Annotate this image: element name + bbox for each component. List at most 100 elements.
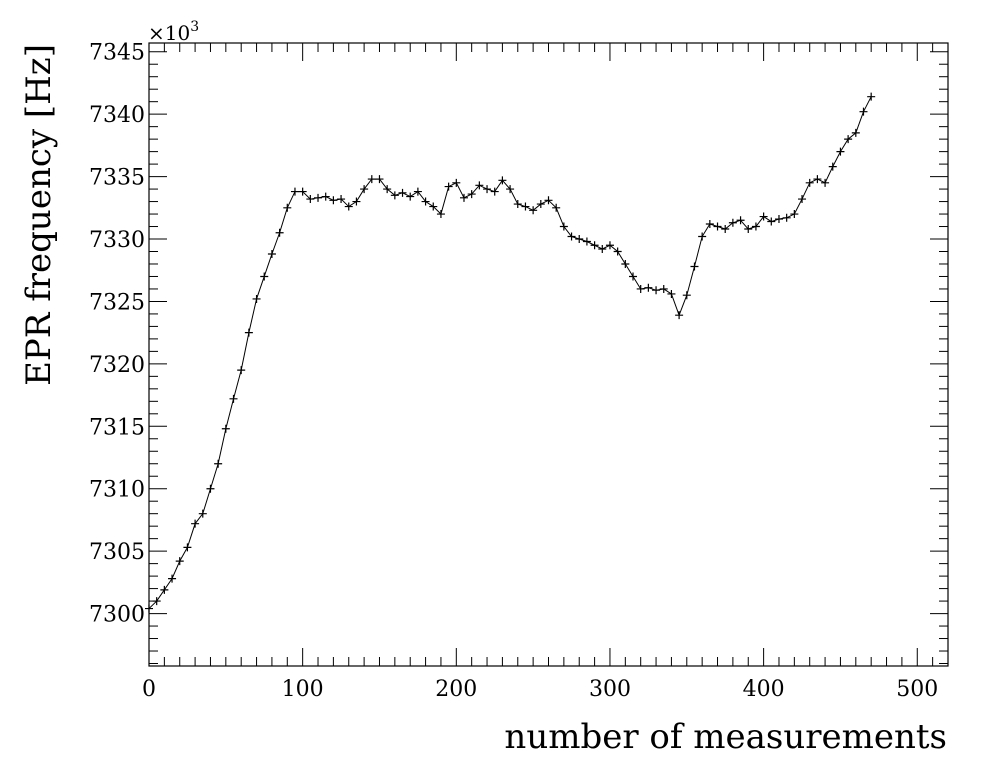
data-point [851,128,860,137]
data-point [475,181,484,190]
data-point [867,92,876,101]
data-point [191,519,200,528]
data-point [744,225,753,234]
data-point [459,193,468,202]
data-point [652,286,661,295]
data-point [575,235,584,244]
data-point [675,311,684,320]
x-tick-label: 300 [589,677,631,702]
y-axis-tick-labels: 7300 7305 7310 7315 7320 7325 7330 7335 7340 7345 [89,41,145,628]
data-point [582,237,591,246]
y-tick-label: 7305 [89,540,145,565]
data-point [452,178,461,187]
data-point [244,328,253,337]
y-tick-label: 7325 [89,290,145,315]
data-point [298,187,307,196]
y-tick-label: 7320 [89,353,145,378]
data-point [836,147,845,156]
y-multiplier-base: ×10 [148,21,190,45]
data-point [398,188,407,197]
data-point [559,222,568,231]
data-point [168,574,177,583]
data-point [183,543,192,552]
y-tick-label: 7300 [89,603,145,628]
plot-frame [148,42,949,667]
data-point [598,245,607,254]
data-point [690,262,699,271]
data-point [844,135,853,144]
data-markers [145,92,876,613]
data-point [306,195,315,204]
data-point [375,175,384,184]
y-tick-label: 7335 [89,166,145,191]
data-point [659,284,668,293]
data-point [237,366,246,375]
data-point [360,185,369,194]
y-tick-label: 7310 [89,478,145,503]
data-point [774,215,783,224]
data-point [429,202,438,211]
data-point [152,597,161,606]
data-point [367,175,376,184]
data-point [767,217,776,226]
data-point [337,195,346,204]
data-point [344,202,353,211]
data-point [260,272,269,281]
data-point [751,222,760,231]
data-point [636,284,645,293]
data-point [406,192,415,201]
data-point [314,193,323,202]
data-point [290,187,299,196]
data-point [229,394,238,403]
data-point [352,197,361,206]
data-point [383,185,392,194]
data-point [498,176,507,185]
x-tick-label: 0 [142,677,156,702]
data-point [506,185,515,194]
data-point [621,259,630,268]
data-point [390,191,399,200]
data-point [221,424,230,433]
x-tick-label: 100 [282,677,324,702]
data-point [667,289,676,298]
data-point [821,178,830,187]
data-point [421,197,430,206]
data-point [790,210,799,219]
y-tick-label: 7330 [89,228,145,253]
data-point [536,200,545,209]
data-point [605,241,614,250]
data-point [813,175,822,184]
data-point [798,195,807,204]
data-point [552,203,561,212]
data-point [175,557,184,566]
x-tick-label: 200 [435,677,477,702]
data-point [490,187,499,196]
data-point [252,294,261,303]
data-point [859,107,868,116]
data-point [483,185,492,194]
data-point [736,216,745,225]
data-point [782,213,791,222]
data-point [329,196,338,205]
data-point [698,232,707,241]
data-point [145,604,153,613]
y-multiplier-label: ×103 [148,19,199,45]
x-tick-label: 400 [743,677,785,702]
data-point [721,225,730,234]
data-point [521,202,530,211]
data-point [467,190,476,199]
data-point [705,220,714,229]
y-axis-title: EPR frequency [Hz] [19,44,59,386]
data-point [444,182,453,191]
data-point [513,200,522,209]
data-point [682,291,691,300]
data-point [275,228,284,237]
y-multiplier-exponent: 3 [190,19,199,35]
x-axis-title: number of measurements [504,717,947,757]
y-tick-label: 7345 [89,41,145,66]
data-point [321,192,330,201]
data-point [644,283,653,292]
y-tick-label: 7340 [89,103,145,128]
data-point [590,241,599,250]
data-point [206,484,215,493]
